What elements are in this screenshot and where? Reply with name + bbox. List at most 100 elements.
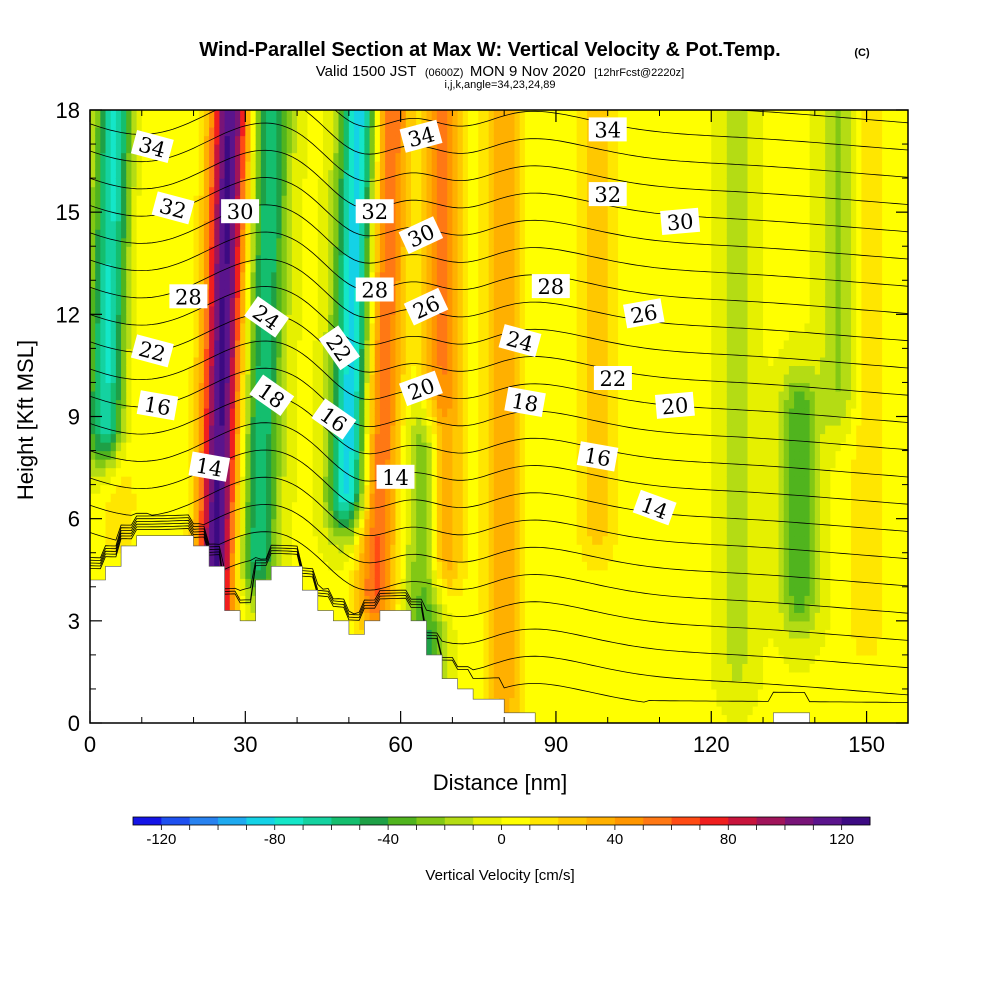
velocity-cell [90,416,96,426]
velocity-cell [266,510,272,520]
velocity-cell [250,603,257,613]
velocity-cell [209,118,215,128]
velocity-cell [281,280,288,290]
velocity-cell [266,569,272,579]
velocity-cell [250,373,257,384]
velocity-cell [131,161,138,171]
velocity-cell [431,322,438,332]
velocity-cell [209,399,215,409]
velocity-cell [385,578,391,588]
velocity-cell [291,271,298,281]
velocity-cell [281,382,288,392]
velocity-cell [90,433,96,443]
velocity-cell [224,603,231,613]
velocity-cell [395,561,402,571]
velocity-cell [162,305,169,315]
velocity-cell [302,501,309,511]
velocity-cell [385,459,391,469]
velocity-cell [224,382,231,392]
velocity-cell [354,161,360,171]
velocity-cell [115,314,122,324]
velocity-cell [431,407,438,418]
velocity-cell [90,118,96,128]
velocity-cell [115,152,122,162]
velocity-cell [193,501,200,511]
velocity-cell [426,365,433,375]
velocity-cell [100,297,107,307]
velocity-cell [328,578,334,588]
velocity-cell [416,442,422,452]
velocity-cell [95,484,101,494]
velocity-cell [255,152,262,162]
velocity-cell [328,433,334,443]
velocity-cell [183,161,189,171]
velocity-cell [115,467,122,477]
velocity-cell [312,331,319,341]
velocity-cell [385,552,391,562]
velocity-cell [281,552,288,562]
velocity-cell [338,510,345,520]
velocity-cell [421,416,428,426]
velocity-cell [421,186,428,196]
velocity-cell [157,467,164,477]
velocity-cell [421,271,428,281]
velocity-cell [95,186,101,196]
velocity-cell [379,552,386,562]
velocity-cell [385,399,391,409]
velocity-cell [188,314,195,324]
velocity-cell [136,237,143,247]
velocity-cell [250,348,257,358]
velocity-cell [317,459,324,469]
velocity-cell [317,339,324,349]
forecast-info: [12hrFcst@2220z] [594,67,684,79]
velocity-cell [317,135,324,145]
velocity-cell [374,527,381,537]
velocity-cell [240,510,246,520]
velocity-cell [245,544,252,554]
velocity-cell [131,356,138,367]
velocity-cell [95,425,101,435]
velocity-cell [302,339,309,349]
velocity-cell [354,416,360,426]
velocity-cell [431,186,438,196]
velocity-cell [291,373,298,384]
velocity-cell [136,212,143,222]
velocity-cell [240,220,246,230]
velocity-cell [162,425,169,435]
velocity-cell [281,535,288,545]
velocity-cell [421,510,428,520]
velocity-cell [146,297,153,307]
velocity-cell [121,305,127,315]
velocity-cell [343,442,350,452]
velocity-cell [328,110,334,120]
velocity-cell [421,595,428,605]
velocity-cell [126,442,133,452]
velocity-cell [281,305,288,315]
velocity-cell [255,518,262,528]
velocity-cell [126,254,133,264]
velocity-cell [317,220,324,230]
velocity-cell [317,510,324,520]
velocity-cell [374,127,381,137]
velocity-cell [400,280,407,290]
velocity-cell [178,246,184,256]
velocity-cell [188,484,195,494]
velocity-cell [317,578,324,588]
velocity-cell [410,569,417,579]
velocity-cell [183,399,189,409]
velocity-cell [95,348,101,358]
velocity-cell [198,416,205,426]
velocity-cell [105,339,112,349]
velocity-cell [421,433,428,443]
velocity-cell [276,152,283,162]
velocity-cell [193,382,200,392]
velocity-cell [141,237,148,247]
velocity-cell [312,339,319,349]
velocity-cell [209,322,215,332]
velocity-cell [224,186,231,196]
velocity-cell [281,118,288,128]
velocity-cell [162,493,169,503]
velocity-cell [234,186,241,196]
velocity-cell [167,178,174,188]
velocity-cell [312,416,319,426]
